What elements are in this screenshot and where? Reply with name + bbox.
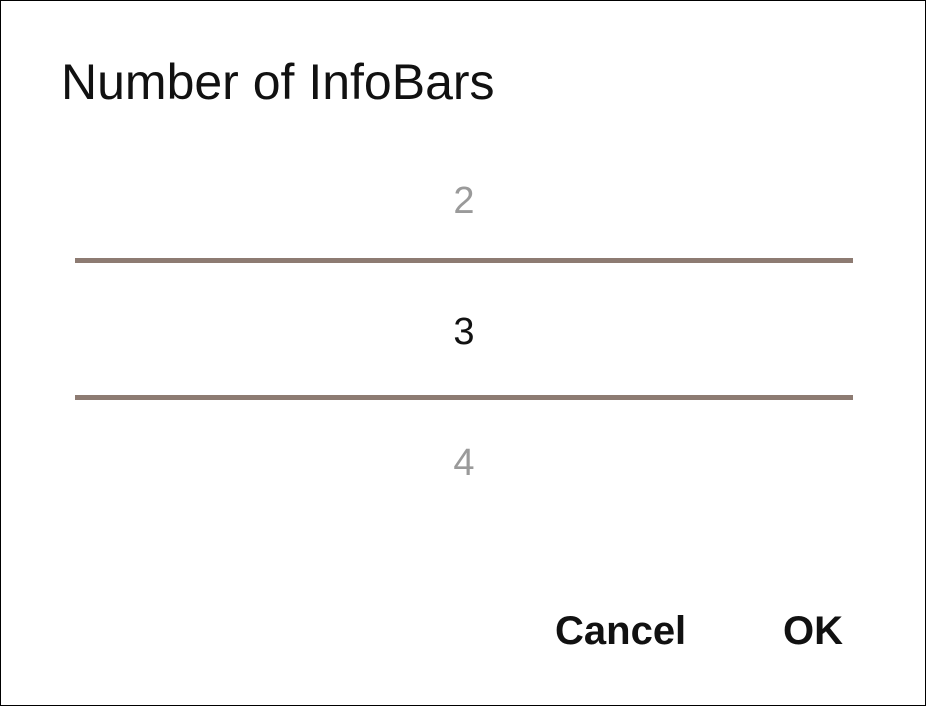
dialog-title: Number of InfoBars xyxy=(61,54,495,110)
ok-button[interactable]: OK xyxy=(783,601,843,661)
picker-next-value[interactable]: 4 xyxy=(453,442,475,484)
picker-selected-value[interactable]: 3 xyxy=(453,311,475,353)
picker-divider-top xyxy=(75,258,853,263)
number-picker[interactable]: 2 3 4 xyxy=(75,161,853,501)
picker-divider-bottom xyxy=(75,395,853,400)
cancel-button[interactable]: Cancel xyxy=(555,601,686,661)
picker-previous-value[interactable]: 2 xyxy=(453,180,475,222)
